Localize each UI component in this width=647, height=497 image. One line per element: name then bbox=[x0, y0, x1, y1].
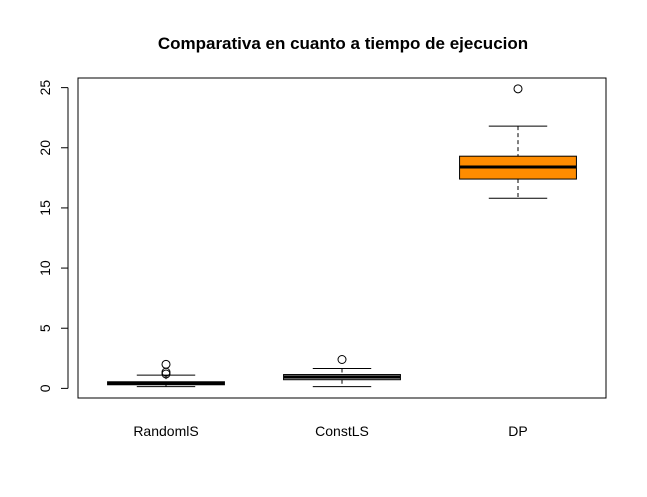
y-axis: 0 5 10 15 20 25 bbox=[37, 80, 69, 392]
outlier-1-3 bbox=[161, 359, 171, 369]
y-tick-label-4: 20 bbox=[37, 140, 53, 156]
outlier-2-1 bbox=[337, 355, 347, 365]
x-axis: RandomlS ConstLS DP bbox=[133, 423, 527, 439]
outlier-3-1 bbox=[513, 84, 523, 94]
y-tick-label-5: 25 bbox=[37, 80, 53, 96]
box-2 bbox=[283, 355, 401, 388]
box-3 bbox=[459, 84, 577, 199]
boxes-layer bbox=[107, 84, 577, 388]
y-tick-label-0: 0 bbox=[37, 384, 53, 392]
y-tick-label-1: 5 bbox=[37, 324, 53, 332]
x-tick-label-0: RandomlS bbox=[133, 423, 198, 439]
plot-frame bbox=[77, 77, 607, 399]
chart-title: Comparativa en cuanto a tiempo de ejecuc… bbox=[158, 34, 528, 53]
y-tick-label-3: 15 bbox=[37, 200, 53, 216]
box-1 bbox=[107, 359, 225, 388]
x-tick-label-1: ConstLS bbox=[315, 423, 369, 439]
x-tick-label-2: DP bbox=[508, 423, 527, 439]
y-tick-label-2: 10 bbox=[37, 260, 53, 276]
